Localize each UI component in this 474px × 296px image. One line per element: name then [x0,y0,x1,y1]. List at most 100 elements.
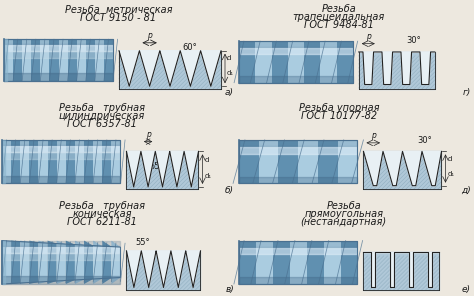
Polygon shape [104,39,113,81]
Polygon shape [2,140,11,183]
Polygon shape [40,39,49,81]
Polygon shape [4,51,113,58]
Text: 30°: 30° [406,36,421,45]
Text: ГОСТ 6211-81: ГОСТ 6211-81 [67,217,137,227]
Polygon shape [2,247,120,253]
Polygon shape [2,253,120,260]
Polygon shape [338,140,357,183]
Polygon shape [47,140,57,183]
Text: d: d [447,156,452,162]
Polygon shape [2,276,120,284]
Polygon shape [364,152,441,186]
Polygon shape [259,140,279,183]
Text: p: p [366,32,371,41]
Polygon shape [84,140,93,183]
Text: 30°: 30° [417,136,432,145]
Polygon shape [127,251,201,290]
Polygon shape [75,140,84,183]
Polygon shape [102,241,111,284]
Polygon shape [364,252,439,287]
Text: д): д) [461,186,471,195]
Polygon shape [2,241,5,284]
Polygon shape [2,140,5,183]
Text: Резьба упорная: Резьба упорная [299,103,379,113]
Text: d: d [204,157,209,163]
Polygon shape [2,176,120,183]
Text: коническая: коническая [72,209,132,219]
Text: г): г) [463,88,471,97]
Polygon shape [290,241,307,284]
Polygon shape [239,248,357,255]
Polygon shape [127,251,201,287]
Polygon shape [239,177,357,183]
Polygon shape [4,39,7,81]
Text: ГОСТ 9150 - 81: ГОСТ 9150 - 81 [81,13,156,23]
Text: 55°: 55° [149,162,164,170]
Polygon shape [337,41,353,83]
Polygon shape [239,241,256,284]
Polygon shape [272,41,288,83]
Polygon shape [359,52,435,89]
Text: (нестандартная): (нестандартная) [301,217,387,227]
Polygon shape [66,140,75,183]
Polygon shape [77,39,86,81]
Polygon shape [119,51,221,86]
Polygon shape [307,241,324,284]
Polygon shape [111,241,120,284]
Text: p: p [146,130,151,139]
Text: е): е) [462,285,471,294]
Text: а): а) [225,88,234,97]
Text: p: p [371,131,376,140]
Polygon shape [38,140,47,183]
Polygon shape [279,140,298,183]
Text: ГОСТ 10177-82: ГОСТ 10177-82 [301,111,377,121]
Polygon shape [2,147,120,152]
Polygon shape [84,241,93,284]
Polygon shape [239,76,353,83]
Polygon shape [57,140,66,183]
Polygon shape [288,41,304,83]
Text: цилиндрическая: цилиндрическая [59,111,145,121]
Polygon shape [239,48,353,54]
Polygon shape [4,73,113,81]
Polygon shape [4,46,113,51]
Polygon shape [320,41,337,83]
Polygon shape [239,140,259,183]
Polygon shape [239,41,353,47]
Polygon shape [20,241,29,284]
Polygon shape [364,252,439,290]
Polygon shape [255,41,272,83]
Polygon shape [20,140,29,183]
Polygon shape [4,39,113,44]
Polygon shape [13,39,22,81]
Polygon shape [86,39,95,81]
Text: в): в) [225,285,234,294]
Polygon shape [298,140,318,183]
Polygon shape [93,140,102,183]
Text: ГОСТ 9484-81: ГОСТ 9484-81 [304,20,374,30]
Text: d₁: d₁ [204,173,211,179]
Text: Резьба: Резьба [326,201,361,211]
Text: 55°: 55° [136,237,150,247]
Polygon shape [95,39,104,81]
Polygon shape [66,241,75,284]
Polygon shape [364,152,441,189]
Polygon shape [111,140,120,183]
Polygon shape [119,51,221,89]
Polygon shape [58,39,68,81]
Polygon shape [29,241,38,284]
Text: прямоугольная: прямоугольная [304,209,383,219]
Polygon shape [324,241,341,284]
Text: б): б) [225,186,234,195]
Text: d₁: d₁ [227,70,234,76]
Polygon shape [304,41,320,83]
Polygon shape [29,140,38,183]
Polygon shape [341,241,357,284]
Text: p: p [147,31,152,40]
Polygon shape [11,140,20,183]
Text: Резьба   трубная: Резьба трубная [59,103,145,113]
Polygon shape [2,241,120,246]
Polygon shape [2,241,11,284]
Polygon shape [2,140,120,145]
Polygon shape [75,241,84,284]
